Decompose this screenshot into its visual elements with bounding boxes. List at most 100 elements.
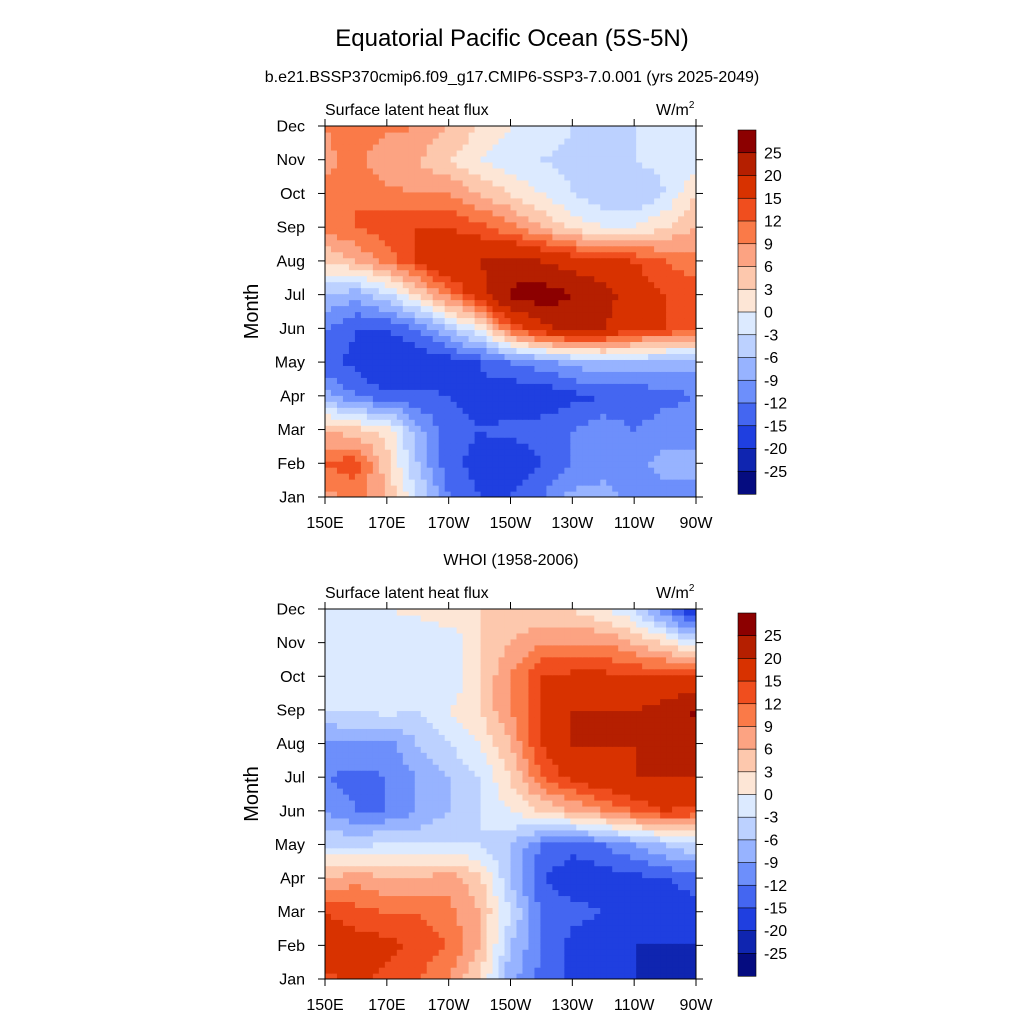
heatmap-cell xyxy=(594,961,601,968)
heatmap-cell xyxy=(456,257,464,265)
heatmap-cell xyxy=(630,443,637,450)
heatmap-cell xyxy=(510,179,518,187)
heatmap-cell xyxy=(336,455,344,462)
heatmap-cell xyxy=(546,155,553,163)
heatmap-cell xyxy=(606,233,613,241)
heatmap-cell xyxy=(360,943,368,950)
heatmap-cell xyxy=(678,305,685,313)
heatmap-cell xyxy=(660,191,667,199)
heatmap-cell xyxy=(348,407,356,414)
heatmap-cell xyxy=(330,883,338,891)
heatmap-cell xyxy=(576,293,583,301)
heatmap-cell xyxy=(624,389,631,396)
heatmap-cell xyxy=(330,341,338,348)
y-tick-label: Oct xyxy=(280,186,305,203)
heatmap-cell xyxy=(426,467,434,474)
heatmap-cell xyxy=(432,389,440,396)
heatmap-cell xyxy=(546,137,553,145)
heatmap-cell xyxy=(384,943,392,950)
heatmap-cell xyxy=(390,371,398,378)
heatmap-cell xyxy=(408,889,416,897)
heatmap-cell xyxy=(408,901,416,908)
heatmap-cell xyxy=(672,167,679,175)
heatmap-cell xyxy=(660,137,667,145)
heatmap-cell xyxy=(336,197,344,205)
heatmap-cell xyxy=(582,257,589,265)
heatmap-cell xyxy=(684,329,691,337)
heatmap-cell xyxy=(498,883,506,891)
heatmap-cell xyxy=(666,377,673,384)
heatmap-cell xyxy=(528,305,536,313)
heatmap-cell xyxy=(438,479,446,486)
heatmap-cell xyxy=(582,263,589,271)
heatmap-cell xyxy=(420,455,428,462)
heatmap-cell xyxy=(474,245,482,253)
heatmap-cell xyxy=(468,919,476,926)
heatmap-cell xyxy=(414,155,422,163)
heatmap-cell xyxy=(606,925,613,932)
heatmap-cell xyxy=(342,227,350,235)
heatmap-cell xyxy=(504,209,512,217)
heatmap-cell xyxy=(660,329,667,337)
heatmap-cell xyxy=(570,353,577,360)
heatmap-cell xyxy=(420,335,428,343)
heatmap-cell xyxy=(354,473,362,480)
heatmap-cell xyxy=(325,323,332,331)
heatmap-cell xyxy=(636,173,643,181)
heatmap-cell xyxy=(516,359,524,366)
heatmap-cell xyxy=(348,281,356,289)
heatmap-cell xyxy=(624,479,631,486)
heatmap-cell xyxy=(378,377,386,384)
heatmap-cell xyxy=(342,895,350,903)
heatmap-cell xyxy=(468,931,476,938)
heatmap-cell xyxy=(576,449,583,456)
heatmap-cell xyxy=(378,161,386,169)
heatmap-cell xyxy=(325,149,332,157)
heatmap-cell xyxy=(618,329,625,337)
heatmap-cell xyxy=(354,877,362,885)
heatmap-cell xyxy=(384,431,392,438)
heatmap-cell xyxy=(492,245,500,253)
heatmap-cell xyxy=(582,155,589,163)
heatmap-cell xyxy=(438,973,446,979)
heatmap-cell xyxy=(540,179,547,187)
heatmap-cell xyxy=(330,323,338,331)
heatmap-cell xyxy=(582,191,589,199)
heatmap-cell xyxy=(582,173,589,181)
heatmap-cell xyxy=(402,209,410,217)
heatmap-cell xyxy=(360,455,368,462)
heatmap-cell xyxy=(432,317,440,325)
heatmap-cell xyxy=(588,197,595,205)
heatmap-cell xyxy=(636,967,643,974)
heatmap-cell xyxy=(582,197,589,205)
heatmap-cell xyxy=(342,287,350,295)
heatmap-cell xyxy=(552,919,559,926)
heatmap-cell xyxy=(372,209,380,217)
heatmap-cell xyxy=(594,479,601,486)
heatmap-cell xyxy=(450,143,458,151)
heatmap-panel-2: JanFebMarAprMayJunJulAugSepOctNovDec150E… xyxy=(241,552,787,1014)
heatmap-cell xyxy=(372,149,380,157)
heatmap-cell xyxy=(606,449,613,456)
heatmap-cell xyxy=(504,419,512,426)
heatmap-cell xyxy=(492,413,500,420)
x-tick-label: 130W xyxy=(551,515,594,532)
heatmap-cell xyxy=(342,383,350,390)
heatmap-cell xyxy=(384,233,392,241)
heatmap-cell xyxy=(468,913,476,920)
heatmap-cell xyxy=(510,359,518,366)
heatmap-cell xyxy=(582,449,589,456)
heatmap-cell xyxy=(630,191,637,199)
heatmap-cell xyxy=(558,431,565,438)
heatmap-cell xyxy=(660,479,667,486)
heatmap-cell xyxy=(684,365,691,372)
heatmap-cell xyxy=(438,389,446,396)
heatmap-cell xyxy=(594,455,601,462)
heatmap-cell xyxy=(348,383,356,390)
heatmap-cell xyxy=(600,901,607,908)
heatmap-cell xyxy=(534,209,542,217)
heatmap-cell xyxy=(564,955,571,962)
heatmap-cell xyxy=(408,299,416,307)
heatmap-cell xyxy=(612,359,619,366)
heatmap-cell xyxy=(516,419,524,426)
